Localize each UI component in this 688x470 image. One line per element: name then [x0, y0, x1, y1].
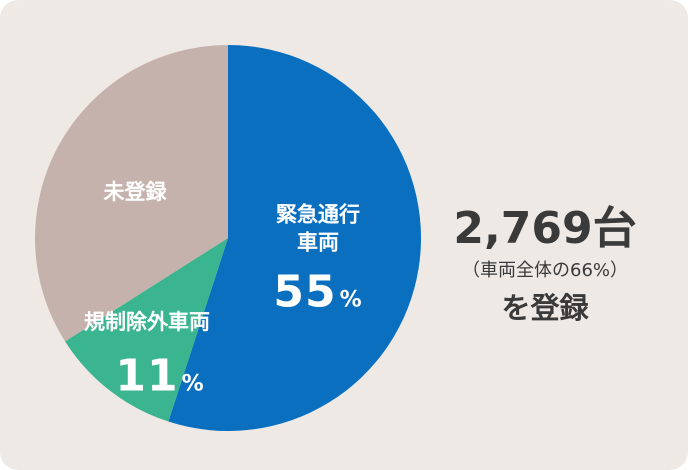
value-label: 55 — [273, 266, 337, 318]
value-unit: % — [181, 371, 205, 397]
slice-label: 緊急通行車両 — [276, 202, 360, 255]
slice-label: 未登録 — [103, 179, 167, 204]
value-label-group: 55% — [273, 262, 362, 321]
slice-label: 規制除外車両 — [84, 309, 210, 334]
pie-slice — [35, 45, 228, 342]
share-note: （車両全体の66%） — [461, 260, 629, 281]
value-label: 11 — [115, 350, 179, 402]
registered-text: を登録 — [501, 291, 589, 325]
pie-slice — [168, 45, 422, 431]
total-count: 2,769台 — [453, 203, 637, 254]
value-unit: % — [339, 287, 363, 313]
value-label-group: 11% — [115, 346, 204, 405]
pie-slice — [65, 238, 228, 422]
